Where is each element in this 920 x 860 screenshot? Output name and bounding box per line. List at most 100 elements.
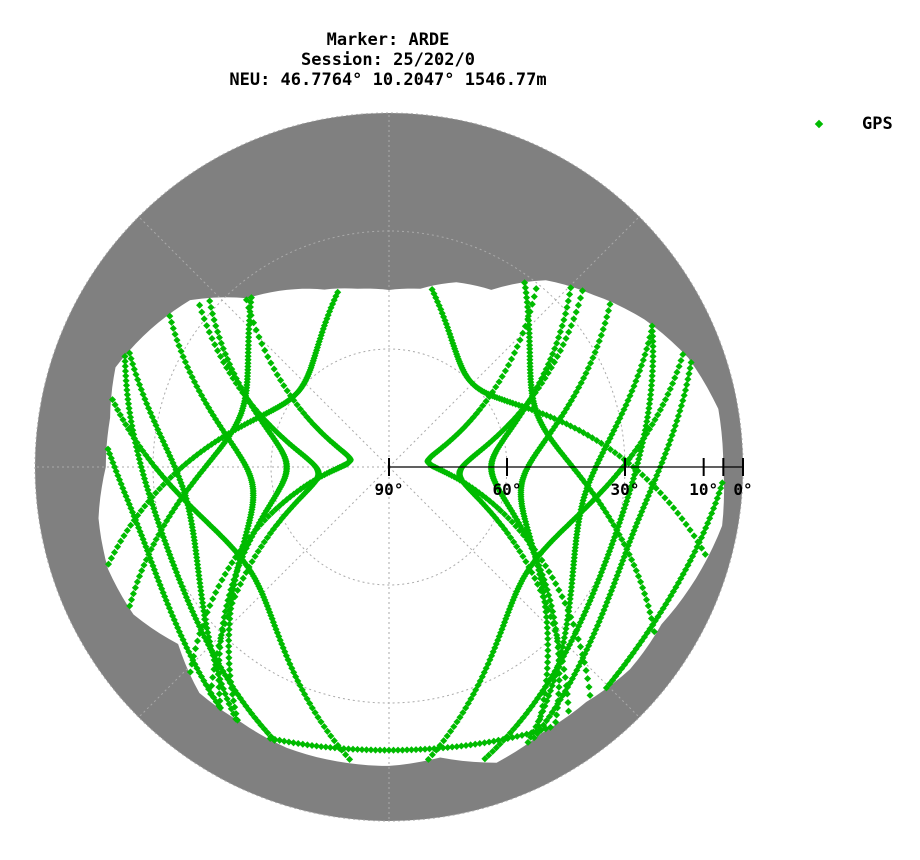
- gps-point: [258, 340, 266, 348]
- gps-point: [217, 352, 225, 361]
- gps-point: [264, 729, 272, 737]
- gps-point: [524, 312, 532, 320]
- gps-point: [558, 322, 566, 330]
- gps-point: [673, 368, 681, 376]
- gps-point: [567, 322, 575, 330]
- gps-point: [131, 584, 139, 592]
- gps-point: [643, 417, 651, 426]
- gps-point: [205, 328, 213, 336]
- gps-point: [569, 620, 577, 628]
- gps-point: [245, 329, 253, 337]
- gps-point: [216, 704, 225, 712]
- gps-point: [513, 543, 521, 551]
- gps-point: [606, 445, 614, 453]
- gps-point: [674, 412, 682, 420]
- gps-point: [126, 409, 134, 417]
- gps-point: [601, 319, 609, 327]
- gps-point: [637, 578, 645, 586]
- elevation-tick-label-10: 10°: [689, 480, 718, 499]
- gps-point: [121, 357, 129, 365]
- gps-point: [225, 564, 233, 572]
- gps-point: [260, 538, 268, 546]
- gps-point: [642, 422, 650, 430]
- gps-point: [521, 284, 529, 292]
- gps-point: [121, 362, 129, 370]
- gps-point: [541, 603, 549, 611]
- gps-point: [523, 536, 531, 544]
- gps-point: [595, 337, 603, 345]
- gps-point: [114, 406, 122, 414]
- gps-point: [266, 734, 274, 743]
- gps-point: [623, 545, 631, 553]
- gps-point: [564, 698, 572, 707]
- gps-point: [335, 744, 343, 752]
- gps-track-19: [428, 285, 709, 558]
- gps-point: [277, 376, 285, 384]
- gps-point: [206, 602, 214, 610]
- gps-point: [209, 673, 217, 681]
- gps-point: [257, 520, 265, 528]
- gps-point: [648, 480, 656, 488]
- gps-point: [141, 502, 149, 510]
- gps-point: [641, 351, 649, 359]
- gps-point: [467, 741, 475, 749]
- gps-point: [462, 704, 470, 712]
- gps-point: [244, 345, 252, 353]
- gps-point: [649, 332, 657, 340]
- gps-point: [649, 352, 657, 360]
- gps-point: [637, 361, 646, 370]
- gps-point: [544, 641, 552, 649]
- gps-point: [125, 404, 133, 412]
- gps-point: [582, 666, 590, 675]
- gps-point: [492, 744, 500, 752]
- legend-label-gps: GPS: [862, 114, 893, 134]
- gps-point: [646, 395, 654, 403]
- elevation-tick-label-0: 0°: [733, 480, 752, 499]
- gps-point: [200, 315, 208, 323]
- gps-point: [264, 512, 272, 520]
- gps-point: [611, 449, 619, 457]
- gps-point: [225, 636, 233, 645]
- gps-point: [531, 546, 539, 554]
- gps-point: [380, 746, 389, 754]
- gps-point: [209, 595, 217, 603]
- gps-point: [211, 341, 219, 349]
- gps-point: [599, 325, 607, 333]
- gps-point: [443, 732, 451, 740]
- gps-point: [485, 751, 493, 759]
- gps-point: [527, 540, 535, 549]
- gps-point: [584, 675, 592, 683]
- gps-point: [593, 343, 601, 351]
- gps-point: [245, 317, 253, 325]
- gps-point: [553, 339, 561, 347]
- gps-point: [519, 552, 527, 560]
- gps-point: [342, 751, 350, 759]
- gps-point: [322, 743, 330, 751]
- gps-point: [578, 287, 587, 295]
- gps-point: [679, 397, 687, 405]
- gps-point: [555, 586, 563, 594]
- gps-point: [283, 387, 291, 395]
- gps-point: [628, 556, 636, 564]
- gps-point: [220, 613, 228, 621]
- gps-point: [247, 294, 255, 302]
- gps-point: [148, 493, 156, 501]
- gps-point: [311, 709, 319, 717]
- gps-point: [544, 658, 552, 666]
- gps-point: [376, 746, 384, 754]
- gps-point: [191, 645, 200, 653]
- gps-point: [587, 359, 595, 367]
- gps-point: [472, 410, 480, 418]
- gps-track-18: [104, 288, 342, 568]
- gps-point: [553, 711, 561, 719]
- gps-point: [340, 745, 348, 753]
- gps-point: [471, 740, 479, 748]
- gps-point: [489, 747, 497, 756]
- gps-point: [152, 489, 160, 497]
- gps-point: [507, 534, 515, 542]
- gps-point: [638, 471, 647, 479]
- gps-point: [193, 637, 202, 645]
- gps-point: [542, 365, 550, 373]
- gps-track-16: [266, 723, 555, 754]
- gps-point: [280, 382, 288, 390]
